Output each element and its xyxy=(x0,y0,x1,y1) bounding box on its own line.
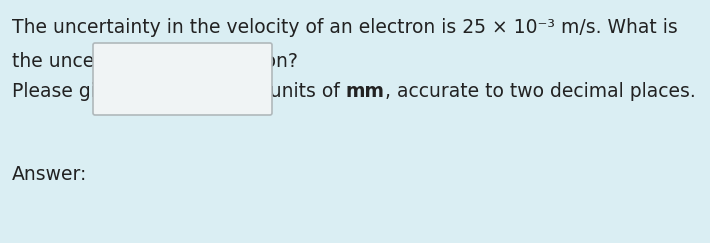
Text: mm: mm xyxy=(346,82,385,101)
Text: Please give your answer in units of: Please give your answer in units of xyxy=(12,82,346,101)
Text: Answer:: Answer: xyxy=(12,165,87,184)
Text: The uncertainty in the velocity of an electron is 25 × 10⁻³ m/s. What is: The uncertainty in the velocity of an el… xyxy=(12,18,678,37)
Text: the uncertainty in its position?: the uncertainty in its position? xyxy=(12,52,298,71)
FancyBboxPatch shape xyxy=(93,43,272,115)
Text: , accurate to two decimal places.: , accurate to two decimal places. xyxy=(385,82,696,101)
